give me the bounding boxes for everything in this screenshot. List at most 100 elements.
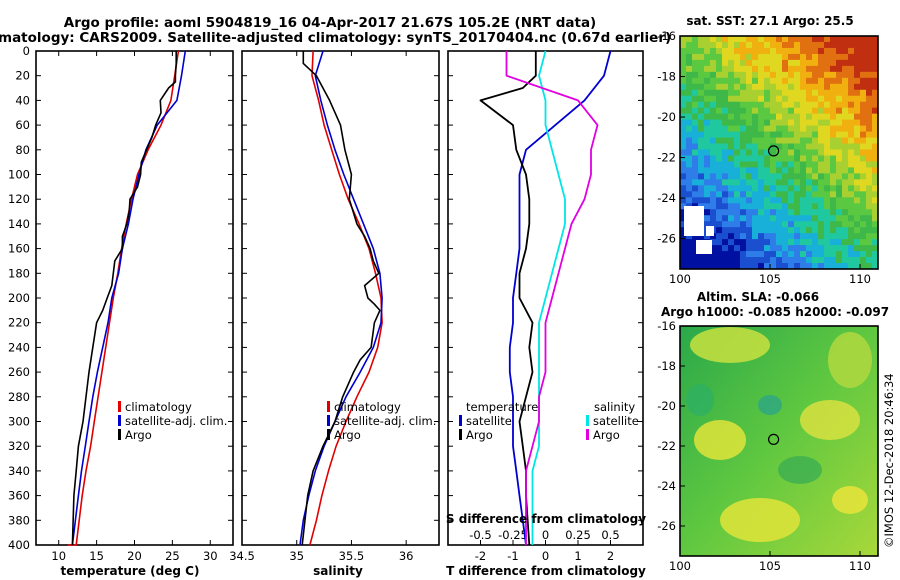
sst-cell <box>680 257 687 264</box>
sst-cell <box>872 107 879 114</box>
sst-cell <box>740 125 747 132</box>
sst-cell <box>734 161 741 168</box>
sst-cell <box>782 125 789 132</box>
sst-cell <box>710 36 717 43</box>
sst-cell <box>788 221 795 228</box>
sst-cell <box>854 131 861 138</box>
sst-cell <box>728 95 735 103</box>
legend-satellite: satellite-adj. clim. <box>334 414 436 428</box>
sst-cell <box>812 137 819 144</box>
sst-cell <box>728 41 735 49</box>
sst-cell <box>758 215 765 222</box>
sst-cell <box>740 221 747 228</box>
sst-cell <box>848 179 855 186</box>
sst-cell <box>842 185 849 192</box>
sst-cell <box>680 227 687 234</box>
sst-cell <box>770 233 777 240</box>
sst-cell <box>872 197 879 204</box>
sst-cell <box>812 149 819 156</box>
sst-cell <box>830 113 837 120</box>
sst-cell <box>800 221 807 228</box>
sst-cell <box>836 197 843 204</box>
difference-series <box>479 50 612 546</box>
sst-cell <box>806 263 813 270</box>
sst-cell <box>734 173 741 180</box>
sst-cell <box>704 101 711 108</box>
sst-cell <box>686 263 693 270</box>
sst-cell <box>848 101 855 108</box>
sst-cell <box>842 149 849 156</box>
sst-cell <box>776 161 783 168</box>
t-difference-label: T difference from climatology <box>446 564 646 578</box>
sst-cell <box>842 65 849 73</box>
sst-cell <box>800 191 807 198</box>
sst-cell <box>704 131 711 138</box>
sst-cell <box>698 197 705 204</box>
sst-cell <box>704 251 711 258</box>
sst-cell <box>776 209 783 216</box>
sst-cell <box>704 161 711 168</box>
sst-cell <box>722 149 729 156</box>
sst-cell <box>722 137 729 144</box>
sst-cell <box>794 41 801 49</box>
sst-cell <box>728 65 735 73</box>
sst-cell <box>716 233 723 240</box>
sst-cell <box>848 149 855 156</box>
sst-cell <box>692 95 699 103</box>
sst-cell <box>704 173 711 180</box>
depth-tick-label: 0 <box>23 44 30 58</box>
sst-cell <box>866 83 873 91</box>
sst-cell <box>770 89 777 97</box>
sst-cell <box>722 143 729 150</box>
sst-cell <box>824 83 831 91</box>
sst-cell <box>812 107 819 114</box>
sst-cell <box>776 239 783 246</box>
sst-cell <box>854 203 861 210</box>
sst-cell <box>680 245 687 252</box>
sst-cell <box>752 77 759 85</box>
sst-cell <box>752 47 759 55</box>
sst-cell <box>794 155 801 162</box>
sst-cell <box>734 89 741 97</box>
sst-cell <box>770 131 777 138</box>
sst-cell <box>824 227 831 234</box>
sst-cell <box>704 203 711 210</box>
sst-cell <box>746 36 753 43</box>
sst-cell <box>746 89 753 97</box>
sst-cell <box>776 185 783 192</box>
sst-cell <box>692 77 699 85</box>
sst-cell <box>728 209 735 216</box>
sst-cell <box>716 107 723 114</box>
map-y-tick-label: -24 <box>657 191 676 205</box>
sst-cell <box>800 83 807 91</box>
sst-cell <box>794 125 801 132</box>
sst-cell <box>710 155 717 162</box>
sst-cell <box>848 191 855 198</box>
sst-cell <box>782 83 789 91</box>
sst-cell <box>854 149 861 156</box>
sst-cell <box>740 191 747 198</box>
sst-cell <box>806 161 813 168</box>
sst-cell <box>830 59 837 67</box>
sst-cell <box>860 137 867 144</box>
sst-cell <box>824 167 831 174</box>
sst-cell <box>776 119 783 126</box>
sst-cell <box>692 167 699 174</box>
sst-cell <box>710 83 717 91</box>
sst-cell <box>806 239 813 246</box>
sst-cell <box>830 101 837 108</box>
sst-cell <box>860 149 867 156</box>
sst-cell <box>758 77 765 85</box>
sst-cell <box>722 41 729 49</box>
sst-cell <box>770 257 777 264</box>
sst-cell <box>782 47 789 55</box>
sst-cell <box>854 239 861 246</box>
sst-cell <box>722 191 729 198</box>
depth-axis: 0 20 40 60 80 100 120 140 160 180 200 220 240 260 280 3… <box>8 44 233 552</box>
sst-cell <box>770 95 777 103</box>
sst-cell <box>800 173 807 180</box>
imos-credit: ©IMOS 12-Dec-2018 20:46:34 <box>882 373 896 548</box>
sst-cell <box>728 113 735 120</box>
sst-cell <box>872 203 879 210</box>
sst-cell <box>830 185 837 192</box>
